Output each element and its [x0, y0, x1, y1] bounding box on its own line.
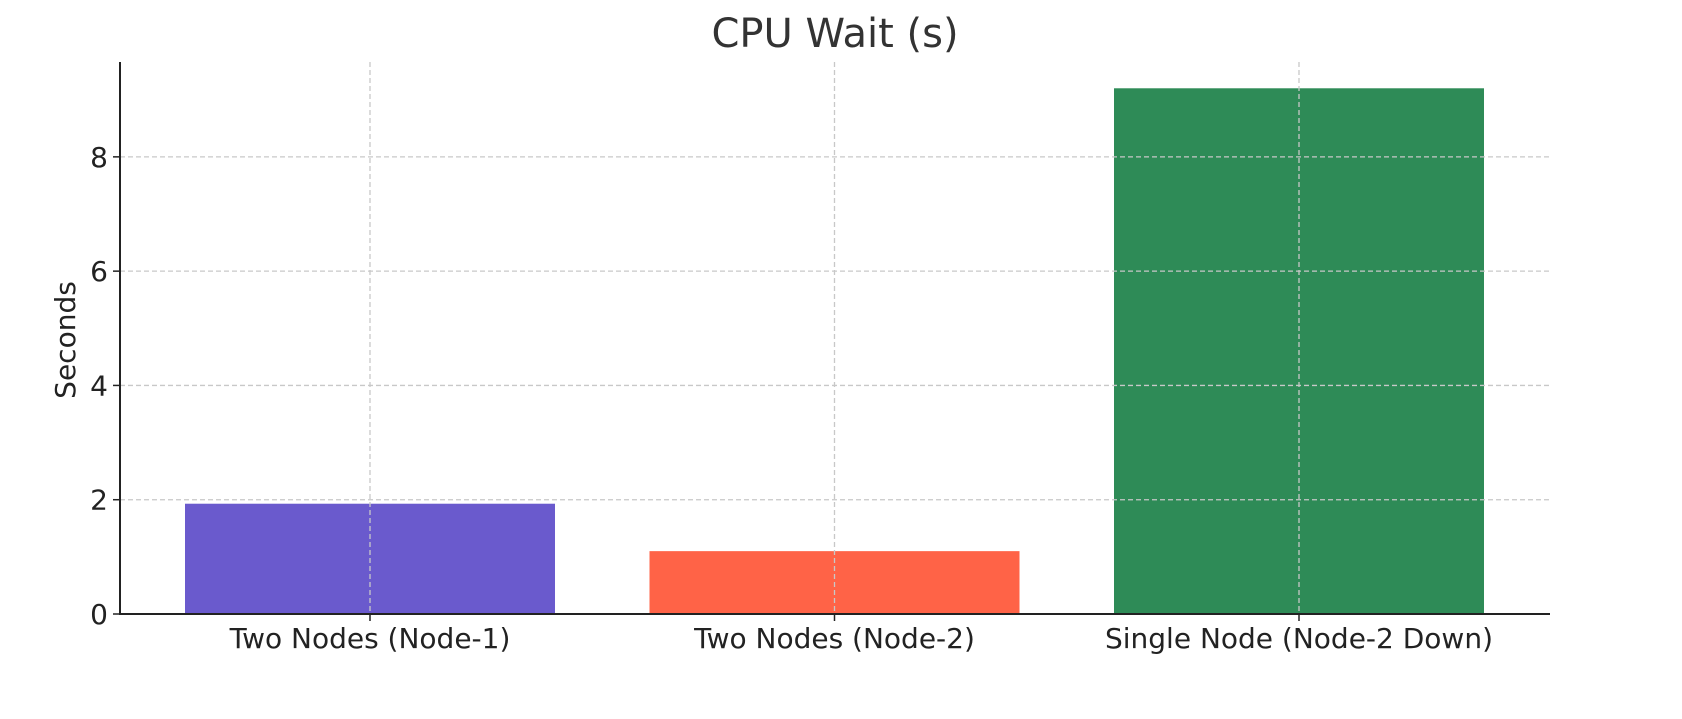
y-tick-label: 6: [90, 255, 108, 288]
x-tick-label: Two Nodes (Node-2): [693, 622, 975, 655]
y-tick-label: 4: [90, 369, 108, 402]
x-tick-label: Two Nodes (Node-1): [229, 622, 511, 655]
y-tick-label: 8: [90, 141, 108, 174]
axes: 0 2 4 6 8 Two Nodes (Node-1) Two Nodes (Node-2…: [90, 62, 1550, 655]
y-tick-label: 0: [90, 598, 108, 631]
chart-title: CPU Wait (s): [711, 11, 958, 57]
grid: [120, 62, 1550, 614]
x-tick-label: Single Node (Node-2 Down): [1105, 622, 1493, 655]
y-tick-label: 2: [90, 484, 108, 517]
y-axis-label: Seconds: [49, 281, 82, 399]
